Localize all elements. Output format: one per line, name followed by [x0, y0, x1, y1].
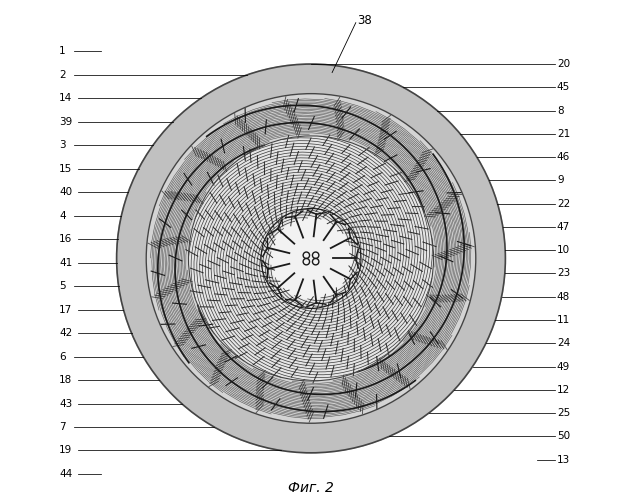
Circle shape [188, 136, 434, 381]
Text: 13: 13 [557, 454, 570, 464]
Circle shape [271, 218, 351, 299]
Text: 22: 22 [557, 198, 570, 208]
Text: 4: 4 [59, 210, 66, 220]
Text: 50: 50 [557, 432, 570, 442]
Text: 40: 40 [59, 188, 72, 198]
Text: 10: 10 [557, 245, 570, 255]
Text: 7: 7 [59, 422, 66, 432]
Text: 14: 14 [59, 94, 72, 104]
Text: 3: 3 [59, 140, 66, 150]
Circle shape [117, 64, 505, 453]
Text: 6: 6 [59, 352, 66, 362]
Text: 49: 49 [557, 362, 570, 372]
Text: 12: 12 [557, 385, 570, 395]
Text: 17: 17 [59, 304, 72, 314]
Text: 18: 18 [59, 375, 72, 385]
Text: 20: 20 [557, 59, 570, 69]
Circle shape [146, 94, 476, 423]
Text: 39: 39 [59, 117, 72, 127]
Text: 41: 41 [59, 258, 72, 268]
Text: 48: 48 [557, 292, 570, 302]
Text: 23: 23 [557, 268, 570, 278]
Text: 44: 44 [59, 469, 72, 479]
Text: 47: 47 [557, 222, 570, 232]
Text: 45: 45 [557, 82, 570, 92]
Text: 15: 15 [59, 164, 72, 174]
Text: 16: 16 [59, 234, 72, 244]
Text: 11: 11 [557, 315, 570, 325]
Text: 5: 5 [59, 281, 66, 291]
Text: 43: 43 [59, 398, 72, 408]
Text: 9: 9 [557, 176, 564, 186]
Text: Фиг. 2: Фиг. 2 [288, 482, 334, 496]
Text: 19: 19 [59, 446, 72, 456]
Text: 42: 42 [59, 328, 72, 338]
Text: 2: 2 [59, 70, 66, 80]
Text: 46: 46 [557, 152, 570, 162]
Text: 8: 8 [557, 106, 564, 116]
Text: 38: 38 [358, 14, 372, 26]
Text: 25: 25 [557, 408, 570, 418]
Text: 21: 21 [557, 129, 570, 139]
Text: 24: 24 [557, 338, 570, 348]
Text: 1: 1 [59, 46, 66, 56]
